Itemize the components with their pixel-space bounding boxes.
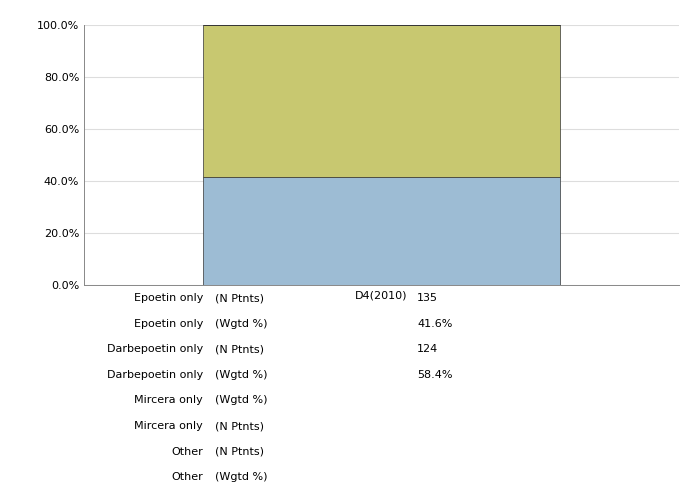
Text: Epoetin only: Epoetin only [134,293,203,303]
Text: (Wgtd %): (Wgtd %) [215,396,267,406]
Text: 58.4%: 58.4% [417,370,453,380]
Text: Mircera only: Mircera only [134,396,203,406]
Text: Other: Other [172,446,203,456]
Text: (Wgtd %): (Wgtd %) [215,370,267,380]
Text: (N Ptnts): (N Ptnts) [215,446,264,456]
Bar [203,25,560,177]
Text: (Wgtd %): (Wgtd %) [215,319,267,329]
Text: (N Ptnts): (N Ptnts) [215,421,264,431]
Bar [203,177,560,286]
Text: 135: 135 [417,293,438,303]
Text: 41.6%: 41.6% [417,319,453,329]
Text: Other: Other [172,472,203,482]
Text: 124: 124 [417,344,438,354]
Text: (N Ptnts): (N Ptnts) [215,344,264,354]
Text: Epoetin only: Epoetin only [134,319,203,329]
Text: Darbepoetin only: Darbepoetin only [106,344,203,354]
Text: (Wgtd %): (Wgtd %) [215,472,267,482]
Text: Mircera only: Mircera only [134,421,203,431]
Text: Darbepoetin only: Darbepoetin only [106,370,203,380]
Text: (N Ptnts): (N Ptnts) [215,293,264,303]
